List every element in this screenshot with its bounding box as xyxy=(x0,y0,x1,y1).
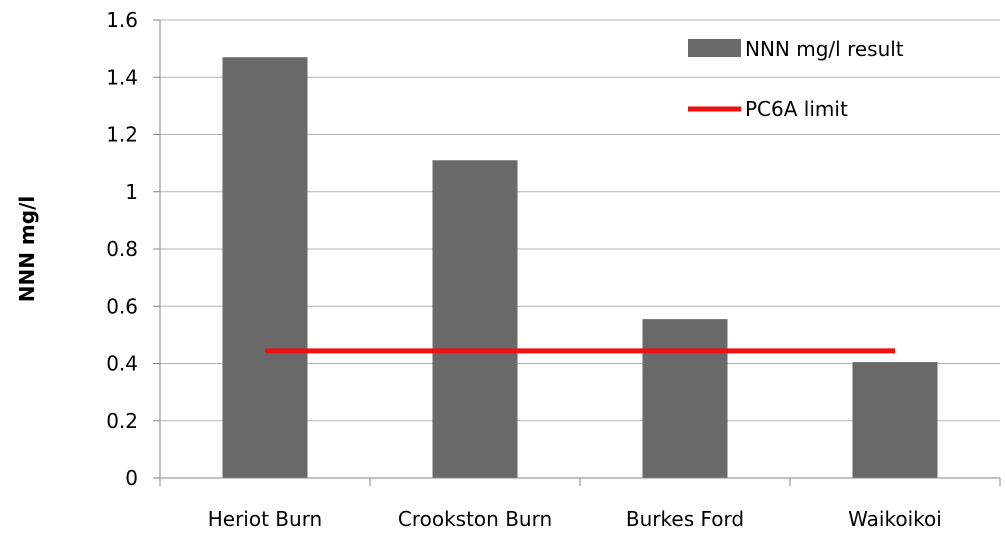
y-tick-label: 0.6 xyxy=(106,294,138,318)
y-tick-label: 1 xyxy=(125,180,138,204)
y-tick-labels: 0 0.2 0.4 0.6 0.8 1 1.2 1.4 1.6 xyxy=(106,8,138,490)
legend: NNN mg/l result PC6A limit xyxy=(688,37,904,121)
axes xyxy=(153,19,1001,486)
legend-label-line: PC6A limit xyxy=(745,97,848,121)
x-tick-label: Crookston Burn xyxy=(398,507,552,531)
x-tick-label: Waikoikoi xyxy=(848,507,942,531)
y-tick-label: 0.2 xyxy=(106,409,138,433)
y-tick-label: 0.4 xyxy=(106,352,138,376)
y-tick-label: 0 xyxy=(125,466,138,490)
legend-label-bar: NNN mg/l result xyxy=(745,37,904,61)
x-tick-label: Heriot Burn xyxy=(208,507,323,531)
bar xyxy=(222,57,308,479)
y-tick-label: 1.6 xyxy=(106,8,138,32)
bar xyxy=(642,319,728,478)
x-tick-label: Burkes Ford xyxy=(626,507,744,531)
y-axis-title: NNN mg/l xyxy=(15,196,39,303)
x-tick-labels: Heriot Burn Crookston Burn Burkes Ford Waik… xyxy=(208,507,942,531)
bar xyxy=(852,362,938,478)
bars xyxy=(222,57,938,479)
y-tick-label: 0.8 xyxy=(106,237,138,261)
bar xyxy=(432,160,518,478)
y-tick-label: 1.4 xyxy=(106,65,138,89)
legend-swatch-bar xyxy=(688,39,741,57)
y-tick-label: 1.2 xyxy=(106,123,138,147)
